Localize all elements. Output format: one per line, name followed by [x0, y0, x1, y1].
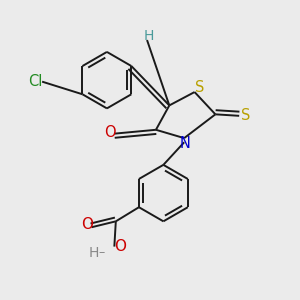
Text: H: H — [143, 28, 154, 43]
Text: –: – — [99, 246, 105, 259]
Text: S: S — [241, 108, 250, 123]
Text: H: H — [88, 246, 99, 260]
Text: Cl: Cl — [28, 74, 43, 89]
Text: N: N — [180, 136, 190, 151]
Text: S: S — [195, 80, 205, 95]
Text: O: O — [114, 238, 126, 253]
Text: O: O — [104, 125, 116, 140]
Text: O: O — [81, 218, 93, 232]
